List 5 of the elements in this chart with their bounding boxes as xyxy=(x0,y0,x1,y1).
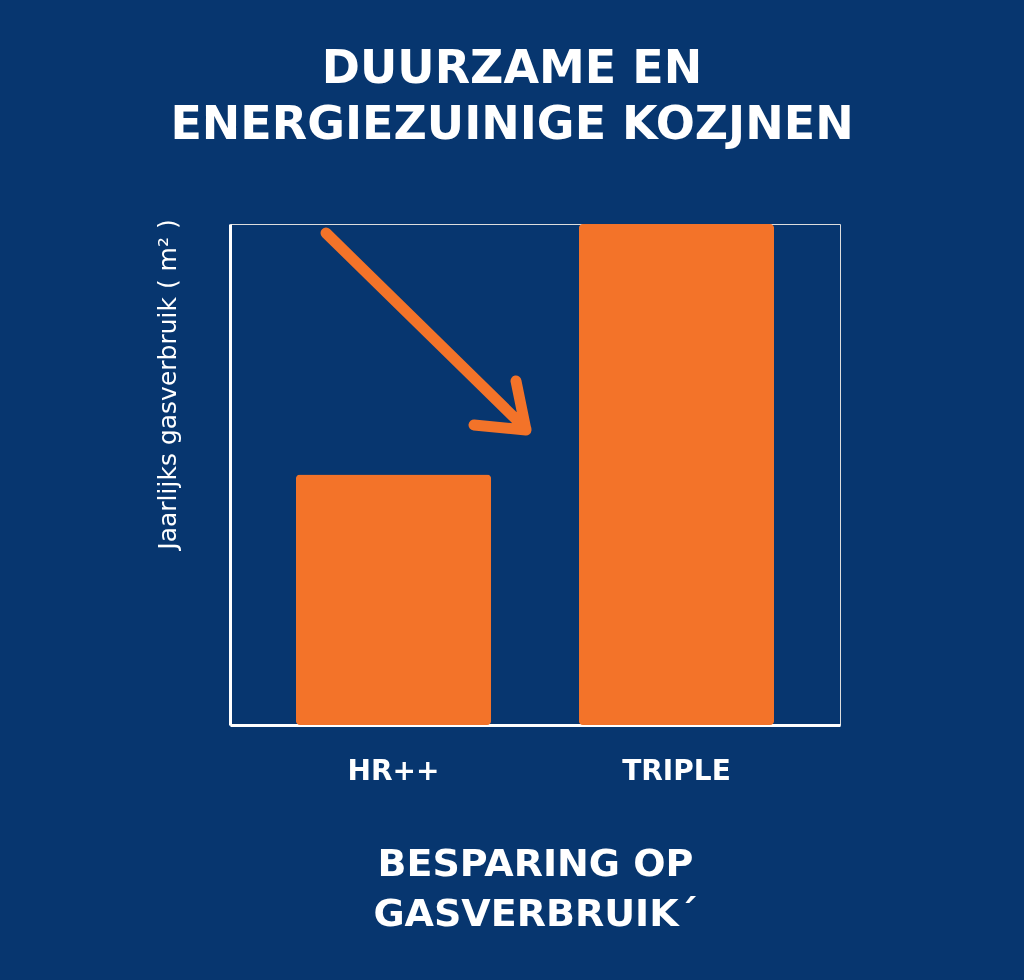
y-axis-title: Jaarlijks gasverbruik ( m² ) xyxy=(152,219,182,552)
x-tick-label: TRIPLE xyxy=(622,753,731,787)
x-axis-title: BESPARING OP GASVERBRUIK´ xyxy=(373,840,698,935)
x-tick-label: HR++ xyxy=(347,753,440,787)
chart-title: DUURZAME EN ENERGIEZUINIGE KOZJNEN xyxy=(170,39,854,150)
